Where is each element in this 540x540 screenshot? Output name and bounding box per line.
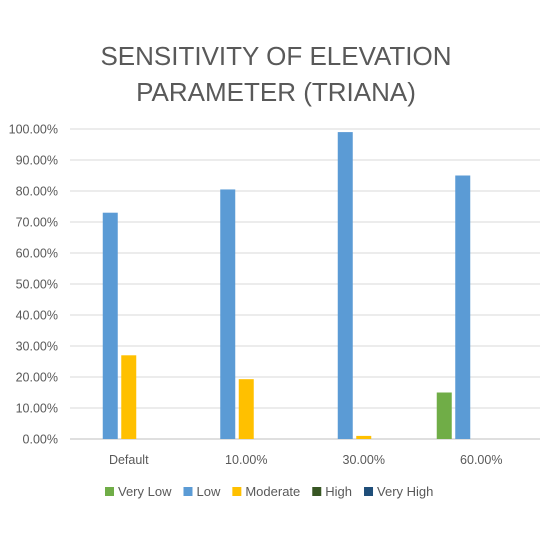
legend-item: Low <box>183 484 221 499</box>
y-tick-label: 80.00% <box>16 185 58 199</box>
y-axis: 0.00% 10.00% 20.00% 30.00% 40.00% 50.00% 60.00… <box>9 123 58 447</box>
bars <box>102 132 471 439</box>
bar-low <box>102 212 118 439</box>
legend-label: Low <box>196 484 220 499</box>
y-tick-label: 10.00% <box>16 402 58 416</box>
legend-label: Moderate <box>245 484 300 499</box>
chart-title-line-1: SENSITIVITY OF ELEVATION <box>100 41 451 71</box>
bar-very-low <box>436 392 452 439</box>
x-axis: Default 10.00% 30.00% 60.00% <box>109 453 503 467</box>
legend-swatch <box>105 487 114 496</box>
y-tick-label: 90.00% <box>16 154 58 168</box>
legend-item: High <box>312 484 352 499</box>
bar-moderate <box>121 355 137 439</box>
y-tick-label: 30.00% <box>16 340 58 354</box>
legend-swatch <box>183 487 193 496</box>
legend: Very Low Low Moderate High Very High <box>105 484 433 499</box>
x-tick-label: 10.00% <box>225 453 267 467</box>
legend-item: Moderate <box>232 484 300 499</box>
x-tick-label: 60.00% <box>460 453 502 467</box>
y-tick-label: 40.00% <box>16 309 58 323</box>
chart-title: SENSITIVITY OF ELEVATION PARAMETER (TRIA… <box>100 41 451 107</box>
bar-moderate <box>356 435 372 439</box>
legend-swatch <box>364 487 374 496</box>
legend-swatch <box>232 487 242 496</box>
legend-label: High <box>325 484 352 499</box>
y-tick-label: 60.00% <box>16 247 58 261</box>
y-tick-label: 0.00% <box>23 433 58 447</box>
y-tick-label: 20.00% <box>16 371 58 385</box>
chart-title-line-2: PARAMETER (TRIANA) <box>136 77 416 107</box>
legend-item: Very Low <box>105 484 172 499</box>
y-tick-label: 70.00% <box>16 216 58 230</box>
legend-label: Very High <box>377 484 433 499</box>
x-tick-label: 30.00% <box>343 453 385 467</box>
bar-low <box>337 132 353 439</box>
y-tick-label: 100.00% <box>9 123 58 137</box>
bar-low <box>455 175 471 439</box>
bar-low <box>220 189 236 439</box>
bar-moderate <box>238 379 254 439</box>
legend-item: Very High <box>364 484 433 499</box>
legend-swatch <box>312 487 322 496</box>
y-tick-label: 50.00% <box>16 278 58 292</box>
x-tick-label: Default <box>109 453 149 467</box>
legend-label: Very Low <box>118 484 172 499</box>
